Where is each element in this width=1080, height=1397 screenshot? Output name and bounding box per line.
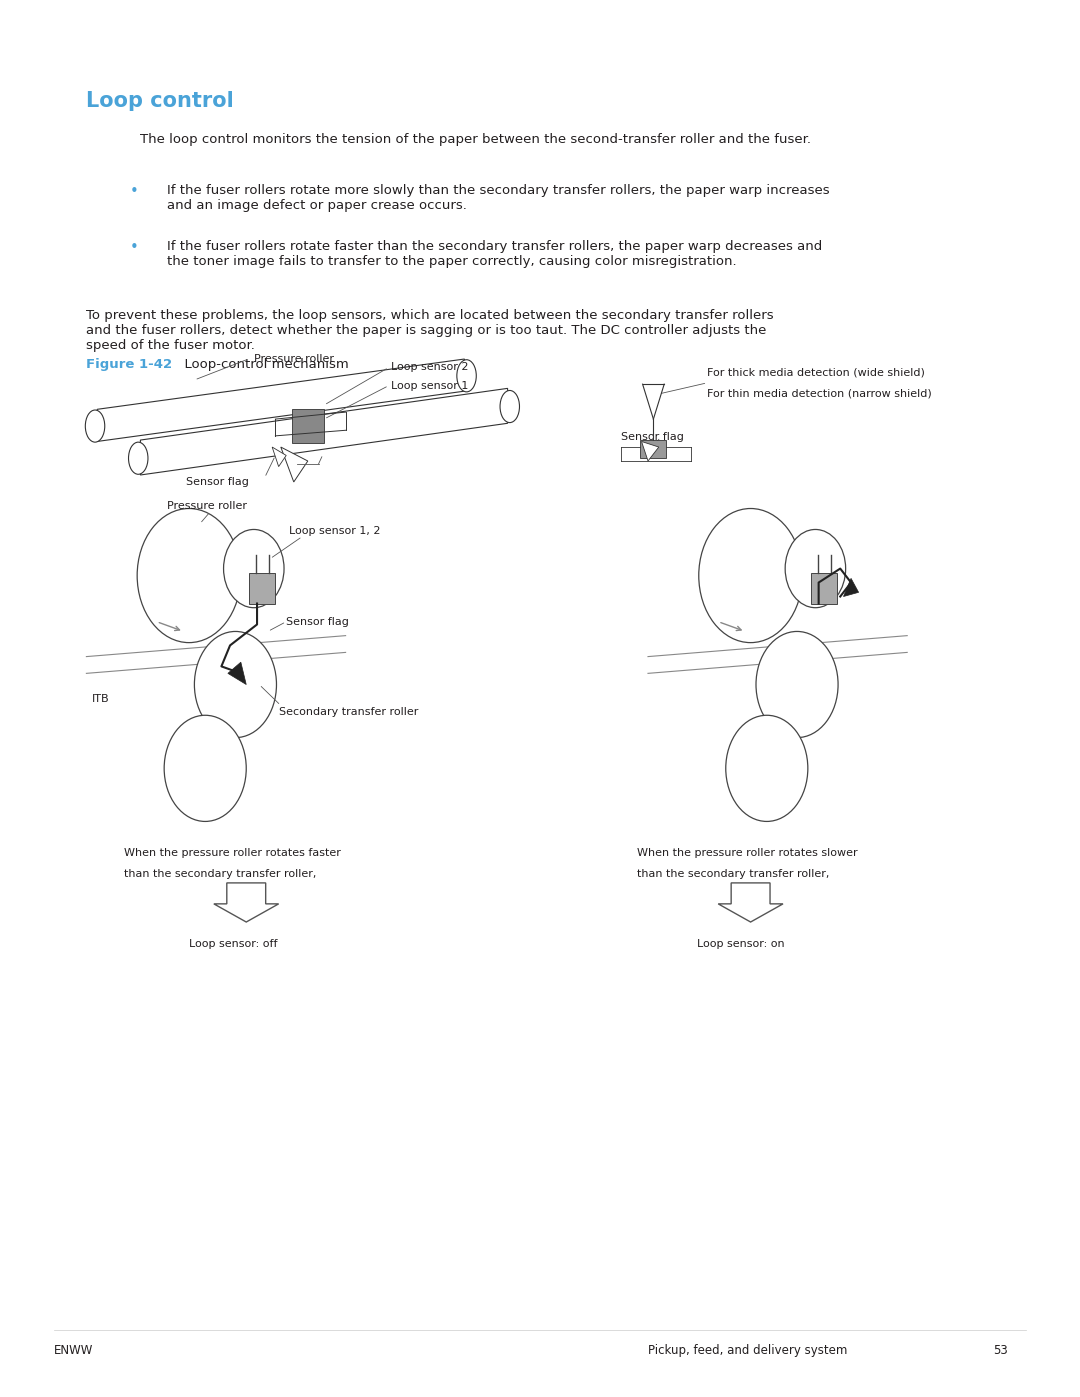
Polygon shape <box>718 883 783 922</box>
Polygon shape <box>228 662 246 685</box>
Text: Sensor flag: Sensor flag <box>186 476 248 488</box>
FancyBboxPatch shape <box>811 573 837 604</box>
Text: ITB: ITB <box>92 693 109 704</box>
Polygon shape <box>642 441 659 461</box>
FancyBboxPatch shape <box>249 573 275 604</box>
Circle shape <box>194 631 276 738</box>
Text: Loop sensor 1, 2: Loop sensor 1, 2 <box>289 525 381 536</box>
Text: If the fuser rollers rotate faster than the secondary transfer rollers, the pape: If the fuser rollers rotate faster than … <box>167 240 823 268</box>
Text: Pickup, feed, and delivery system: Pickup, feed, and delivery system <box>648 1344 848 1356</box>
Text: Figure 1-42: Figure 1-42 <box>86 358 173 370</box>
Ellipse shape <box>500 391 519 423</box>
Text: •: • <box>130 240 138 256</box>
Text: 53: 53 <box>994 1344 1009 1356</box>
Polygon shape <box>214 883 279 922</box>
Text: than the secondary transfer roller,: than the secondary transfer roller, <box>637 869 829 879</box>
Text: Sensor flag: Sensor flag <box>621 432 684 443</box>
Polygon shape <box>272 447 286 467</box>
Polygon shape <box>140 388 508 475</box>
Polygon shape <box>97 359 464 441</box>
Circle shape <box>699 509 802 643</box>
Text: Loop control: Loop control <box>86 91 234 110</box>
Text: Secondary transfer roller: Secondary transfer roller <box>279 707 418 718</box>
Text: To prevent these problems, the loop sensors, which are located between the secon: To prevent these problems, the loop sens… <box>86 309 774 352</box>
Text: When the pressure roller rotates faster: When the pressure roller rotates faster <box>124 848 341 858</box>
Text: than the secondary transfer roller,: than the secondary transfer roller, <box>124 869 316 879</box>
Text: •: • <box>130 184 138 200</box>
Ellipse shape <box>129 441 148 475</box>
Text: Sensor flag: Sensor flag <box>286 616 349 627</box>
Polygon shape <box>281 447 308 482</box>
Text: Loop-control mechanism: Loop-control mechanism <box>176 358 349 370</box>
Polygon shape <box>843 578 859 597</box>
Text: Loop sensor 2: Loop sensor 2 <box>391 362 469 373</box>
Text: The loop control monitors the tension of the paper between the second-transfer r: The loop control monitors the tension of… <box>140 133 811 145</box>
Text: Loop sensor: on: Loop sensor: on <box>697 939 784 949</box>
Text: For thick media detection (wide shield): For thick media detection (wide shield) <box>707 367 926 379</box>
Text: Loop sensor 1: Loop sensor 1 <box>391 380 469 391</box>
Text: ENWW: ENWW <box>54 1344 93 1356</box>
Circle shape <box>726 715 808 821</box>
FancyBboxPatch shape <box>640 440 666 458</box>
Text: Loop sensor: off: Loop sensor: off <box>189 939 278 949</box>
FancyBboxPatch shape <box>292 409 324 443</box>
Circle shape <box>224 529 284 608</box>
Text: For thin media detection (narrow shield): For thin media detection (narrow shield) <box>707 388 932 400</box>
Ellipse shape <box>457 359 476 393</box>
Text: If the fuser rollers rotate more slowly than the secondary transfer rollers, the: If the fuser rollers rotate more slowly … <box>167 184 831 212</box>
Ellipse shape <box>85 411 105 443</box>
Text: When the pressure roller rotates slower: When the pressure roller rotates slower <box>637 848 858 858</box>
Text: Pressure roller: Pressure roller <box>254 353 334 365</box>
Circle shape <box>756 631 838 738</box>
Circle shape <box>785 529 846 608</box>
Circle shape <box>164 715 246 821</box>
Text: Pressure roller: Pressure roller <box>167 500 247 511</box>
Circle shape <box>137 509 241 643</box>
